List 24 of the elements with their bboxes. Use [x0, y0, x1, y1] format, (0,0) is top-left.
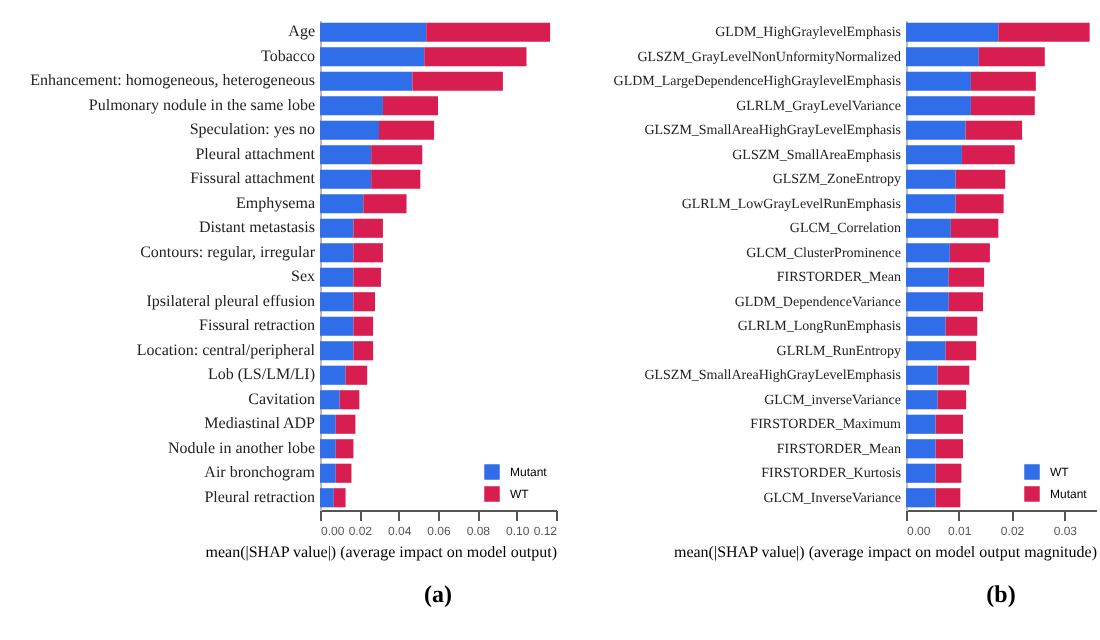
y-tick-label: Emphysema: [235, 193, 316, 212]
x-axis-title: mean(|SHAP value|) (average impact on model output): [205, 543, 558, 561]
y-tick-label: Fissural attachment: [190, 169, 317, 188]
x-axis-title: mean(|SHAP value|) (average impact on model output magnitude): [673, 543, 1098, 561]
text: (b): [986, 580, 1016, 608]
text: (a): [424, 580, 452, 608]
y-tick-label: Age: [288, 22, 316, 41]
y-tick-label: Pulmonary nodule in the same lobe: [88, 95, 316, 114]
y-tick-label: Enhancement: homogeneous, heterogeneous: [30, 71, 315, 90]
y-tick-label: Mediastinal ADP: [204, 414, 317, 433]
y-tick-label: Lob (LS/LM/LI): [207, 365, 316, 384]
y-tick-label: Fissural retraction: [199, 316, 315, 335]
y-tick-label: Speculation: yes no: [189, 120, 315, 139]
y-tick-label: Pleural retraction: [204, 487, 315, 506]
y-tick-label: Cavitation: [248, 389, 315, 408]
y-tick-label: Contours: regular, irregular: [140, 242, 316, 261]
y-tick-label: Tobacco: [261, 46, 315, 65]
y-tick-label: Location: central/peripheral: [136, 340, 317, 359]
y-tick-label: Air bronchogram: [204, 463, 317, 482]
y-tick-label: Nodule in another lobe: [167, 438, 316, 457]
y-tick-label: Pleural attachment: [195, 144, 317, 163]
y-tick-label: Ipsilateral pleural effusion: [146, 291, 315, 310]
y-tick-label: Sex: [291, 267, 315, 286]
y-tick-label: Distant metastasis: [199, 218, 315, 237]
